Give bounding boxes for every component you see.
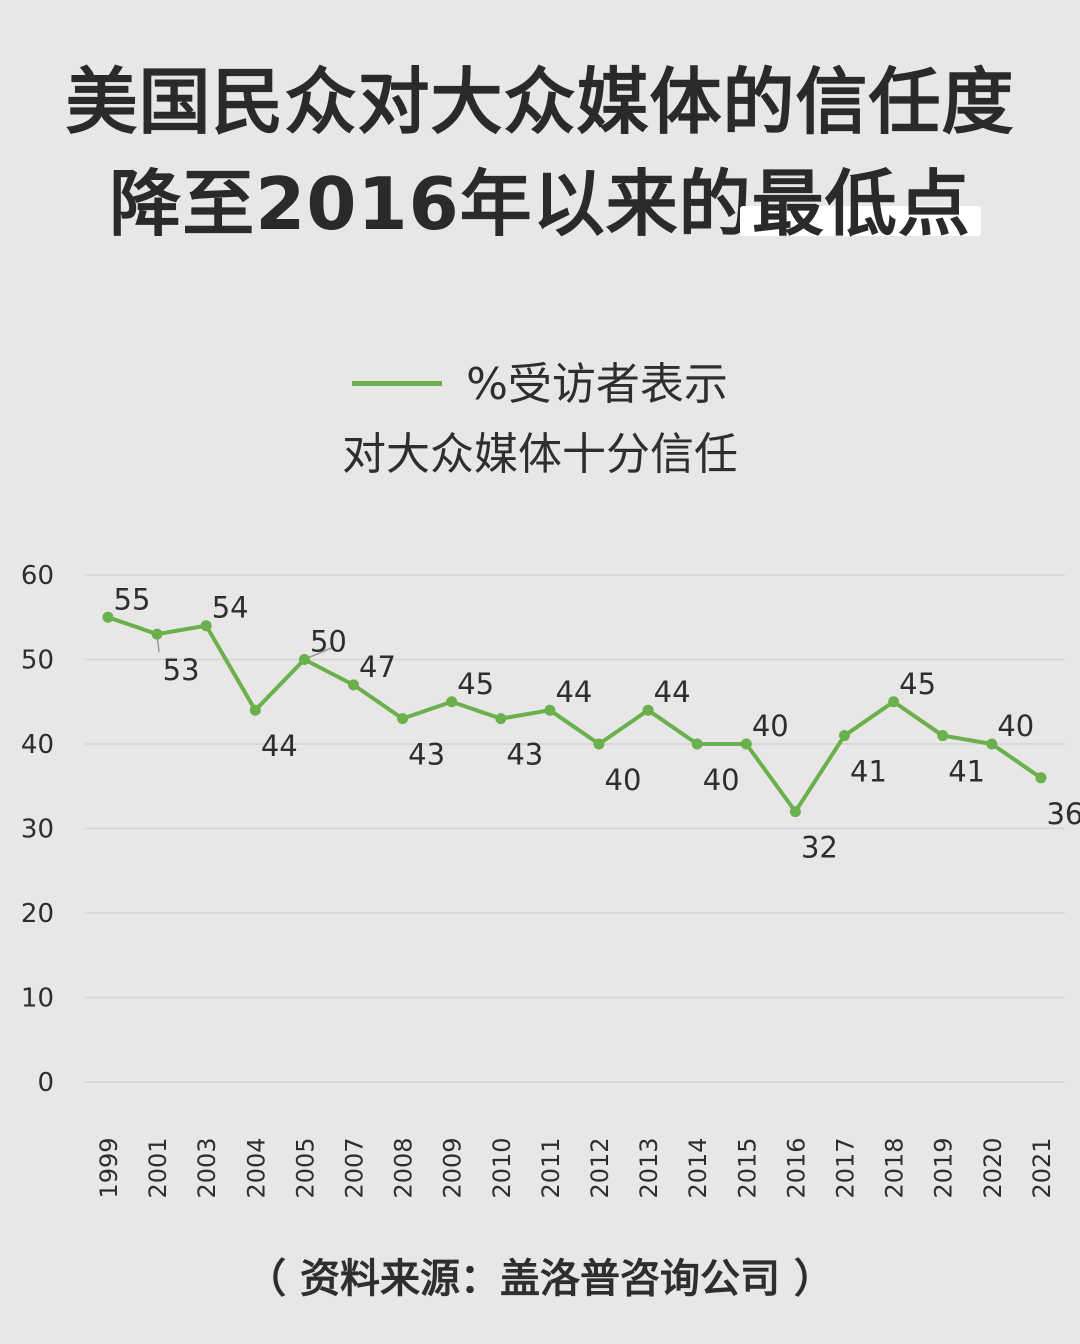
x-tick-label: 2017 xyxy=(832,1137,860,1198)
data-label: 55 xyxy=(114,582,151,616)
x-tick-label: 1999 xyxy=(95,1137,123,1198)
source-note: （ 资料来源：盖洛普咨询公司 ） xyxy=(246,1256,834,1302)
data-label: 41 xyxy=(850,755,887,789)
x-tick-label: 2020 xyxy=(979,1137,1007,1198)
data-point xyxy=(740,738,752,750)
data-label: 44 xyxy=(261,729,298,763)
data-label: 44 xyxy=(555,675,592,709)
x-tick-label: 2005 xyxy=(291,1137,319,1198)
data-point xyxy=(495,713,507,725)
data-label: 45 xyxy=(457,667,494,701)
x-tick-label: 2013 xyxy=(635,1137,663,1198)
data-point xyxy=(888,696,900,708)
y-tick-label: 30 xyxy=(21,815,54,845)
legend-label-line2: 对大众媒体十分信任 xyxy=(342,429,738,480)
data-point xyxy=(298,654,310,665)
legend: %受访者表示 xyxy=(0,348,1080,412)
data-point xyxy=(249,704,261,716)
chart-title-line2: 降至2016年以来的 最低点 xyxy=(0,168,1080,240)
data-label: 41 xyxy=(948,755,985,789)
x-tick-label: 2008 xyxy=(390,1137,418,1198)
data-point xyxy=(102,611,114,623)
x-tick-label: 2001 xyxy=(144,1137,172,1198)
data-label: 40 xyxy=(605,763,642,797)
series-line xyxy=(107,615,1043,814)
data-point xyxy=(691,738,703,750)
x-tick-label: 2009 xyxy=(439,1137,467,1198)
data-label: 53 xyxy=(163,653,200,687)
data-point xyxy=(937,730,949,742)
y-tick-label: 10 xyxy=(21,984,54,1014)
x-tick-label: 2015 xyxy=(733,1137,761,1198)
data-point xyxy=(200,620,212,632)
data-label: 54 xyxy=(212,591,249,625)
data-point xyxy=(593,738,605,750)
x-tick-label: 2004 xyxy=(242,1137,270,1198)
x-tick-label: 2011 xyxy=(537,1137,565,1198)
chart-title-highlight: 最低点 xyxy=(739,162,981,246)
chart-title-line1: 美国民众对大众媒体的信任度 xyxy=(65,60,1015,144)
data-label: 47 xyxy=(359,650,396,684)
y-tick-label: 60 xyxy=(21,561,54,591)
legend-line-swatch xyxy=(352,380,443,386)
data-label: 45 xyxy=(899,667,936,701)
y-tick-label: 0 xyxy=(37,1068,54,1098)
data-label: 43 xyxy=(506,738,543,772)
x-tick-label: 2003 xyxy=(193,1137,221,1198)
y-tick-label: 20 xyxy=(21,899,54,929)
data-point xyxy=(544,704,556,716)
chart-title-highlight-text: 最低点 xyxy=(751,162,971,246)
x-tick-label: 2010 xyxy=(488,1137,516,1198)
x-tick-label: 2021 xyxy=(1028,1137,1056,1198)
x-tick-label: 2012 xyxy=(586,1137,614,1198)
data-label: 50 xyxy=(310,625,347,659)
data-label: 32 xyxy=(801,831,838,865)
y-tick-label: 40 xyxy=(21,730,54,760)
x-tick-label: 2018 xyxy=(881,1137,909,1198)
chart-title-line2-prefix: 降至2016年以来的 xyxy=(109,162,752,246)
data-label: 43 xyxy=(408,738,445,772)
label-leader-line xyxy=(306,646,333,660)
data-point xyxy=(446,696,458,708)
data-point xyxy=(986,738,998,750)
legend-label-line1: %受访者表示 xyxy=(466,359,728,410)
data-label: 44 xyxy=(654,675,691,709)
x-tick-label: 2014 xyxy=(684,1137,712,1198)
x-tick-label: 2019 xyxy=(930,1137,958,1198)
data-point xyxy=(839,730,850,742)
data-label: 40 xyxy=(752,709,789,743)
x-tick-label: 2007 xyxy=(341,1137,369,1198)
y-tick-label: 50 xyxy=(21,646,54,676)
data-point xyxy=(1035,772,1047,784)
data-point xyxy=(789,806,801,818)
line-chart: 0 10 20 30 40 50 60 1999 2001 2003 2004 2005 2007 200… xyxy=(21,561,1080,1199)
data-label: 40 xyxy=(703,763,740,797)
data-point xyxy=(642,704,654,716)
data-point xyxy=(348,679,359,691)
data-label: 36 xyxy=(1046,797,1080,831)
data-point xyxy=(397,713,409,725)
x-tick-label: 2016 xyxy=(782,1137,810,1198)
data-point xyxy=(151,628,163,640)
data-label: 40 xyxy=(997,709,1034,743)
